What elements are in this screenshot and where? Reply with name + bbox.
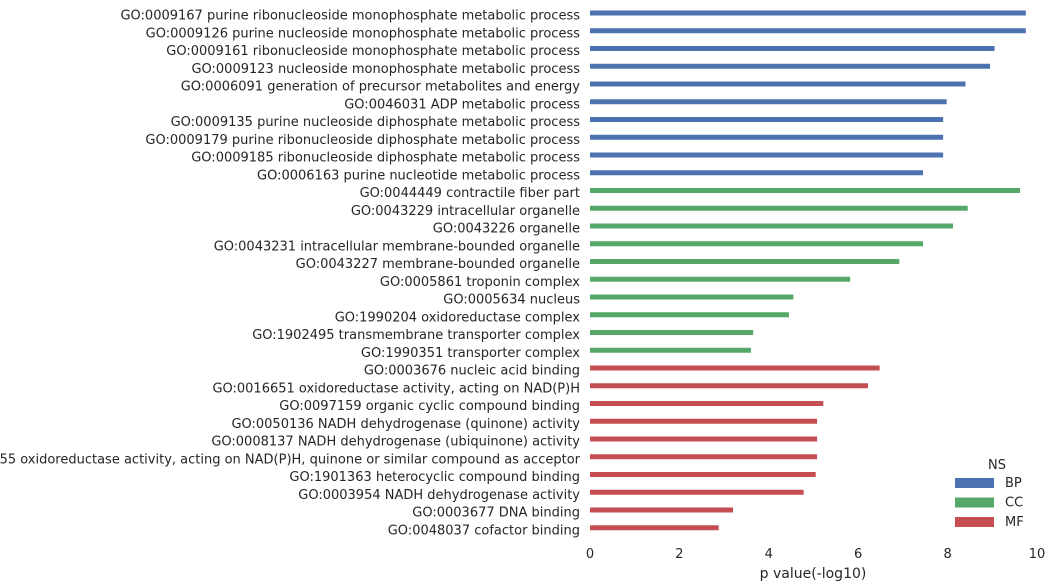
category-label: GO:1901363 heterocyclic compound binding (289, 470, 580, 485)
x-tick-label: 2 (675, 547, 683, 562)
category-label: GO:0009123 nucleoside monophosphate meta… (191, 62, 580, 77)
category-label: GO:0009179 purine ribonucleoside diphosp… (145, 133, 580, 148)
category-label: GO:1990351 transporter complex (361, 346, 580, 361)
bar-cc (590, 259, 900, 264)
legend-label-mf: MF (1005, 515, 1024, 530)
bars-layer (590, 10, 1026, 531)
bar-cc (590, 188, 1021, 193)
category-label: GO:0097159 organic cyclic compound bindi… (279, 399, 580, 414)
legend-swatch-cc (955, 497, 994, 508)
bar-mf (590, 472, 816, 477)
bar-bp (590, 152, 944, 158)
bar-bp (590, 10, 1026, 16)
legend-title: NS (988, 458, 1006, 473)
category-label: GO:0009126 purine nucleoside monophospha… (146, 26, 581, 41)
category-label: GO:0006163 purine nucleotide metabolic p… (257, 168, 580, 183)
category-label: GO:0009185 ribonucleoside diphosphate me… (191, 151, 580, 166)
category-label: GO:0009135 purine nucleoside diphosphate… (171, 115, 581, 130)
bar-bp (590, 170, 924, 176)
category-label: GO:0005634 nucleus (443, 293, 580, 308)
legend-swatch-bp (955, 478, 994, 488)
category-label: GO:0046031 ADP metabolic process (344, 97, 580, 112)
bar-bp (590, 28, 1026, 34)
bar-cc (590, 347, 751, 353)
category-label: GO:0005861 troponin complex (380, 275, 580, 290)
category-label: GO:0003677 DNA binding (412, 506, 580, 521)
x-tick-label: 10 (1029, 547, 1046, 562)
category-label: GO:0009167 purine ribonucleoside monopho… (120, 9, 580, 24)
bar-cc (590, 241, 924, 247)
bar-bp (590, 117, 944, 122)
category-labels: GO:0009167 purine ribonucleoside monopho… (0, 9, 581, 539)
bar-mf (590, 489, 804, 495)
bar-bp (590, 134, 944, 140)
legend-swatch-mf (955, 517, 994, 527)
category-label: GO:0043229 intracellular organelle (351, 204, 580, 219)
x-axis-title: p value(-log10) (760, 566, 867, 582)
category-label: GO:0043227 membrane-bounded organelle (296, 257, 580, 272)
category-label: GO:0009161 ribonucleoside monophosphate … (166, 44, 580, 59)
category-label: GO:0043226 organelle (433, 222, 580, 237)
bar-bp (590, 81, 966, 87)
bar-cc (590, 330, 754, 335)
category-label: GO:0048037 cofactor binding (388, 523, 580, 538)
bar-mf (590, 418, 818, 424)
bar-mf (590, 436, 818, 442)
bar-mf (590, 507, 734, 513)
category-label: GO:1990204 oxidoreductase complex (335, 310, 581, 325)
legend: NS BP CC MF (955, 458, 1024, 530)
category-label: GO:1902495 transmembrane transporter com… (252, 328, 580, 343)
bar-mf (590, 454, 818, 460)
x-tick-label: 4 (765, 547, 773, 562)
legend-label-bp: BP (1005, 476, 1022, 491)
bar-bp (590, 63, 991, 69)
x-axis-ticks: 0 2 4 6 8 10 (586, 547, 1045, 562)
bar-bp (590, 99, 947, 105)
category-label: GO:0003676 nucleic acid binding (364, 364, 580, 379)
bar-mf (590, 383, 869, 389)
bar-bp (590, 46, 995, 51)
bar-cc (590, 294, 794, 300)
bar-mf (590, 525, 719, 531)
x-tick-label: 8 (943, 547, 951, 562)
category-label: GO:0008137 NADH dehydrogenase (ubiquinon… (211, 435, 580, 450)
x-tick-label: 0 (586, 547, 594, 562)
category-label: GO:0006091 generation of precursor metab… (181, 80, 581, 95)
bar-cc (590, 205, 968, 211)
bar-mf (590, 365, 880, 371)
bar-cc (590, 223, 953, 229)
category-label: GO:0016655 oxidoreductase activity, acti… (0, 452, 581, 467)
category-label: GO:0043231 intracellular membrane-bounde… (214, 239, 580, 254)
category-label: GO:0003954 NADH dehydrogenase activity (298, 488, 580, 503)
x-tick-label: 6 (854, 547, 862, 562)
category-label: GO:0050136 NADH dehydrogenase (quinone) … (231, 417, 580, 432)
legend-label-cc: CC (1005, 496, 1023, 511)
category-label: GO:0016651 oxidoreductase activity, acti… (212, 381, 580, 396)
category-label: GO:0044449 contractile fiber part (360, 186, 580, 201)
bar-cc (590, 312, 789, 318)
bar-cc (590, 276, 851, 282)
bar-mf (590, 401, 824, 406)
